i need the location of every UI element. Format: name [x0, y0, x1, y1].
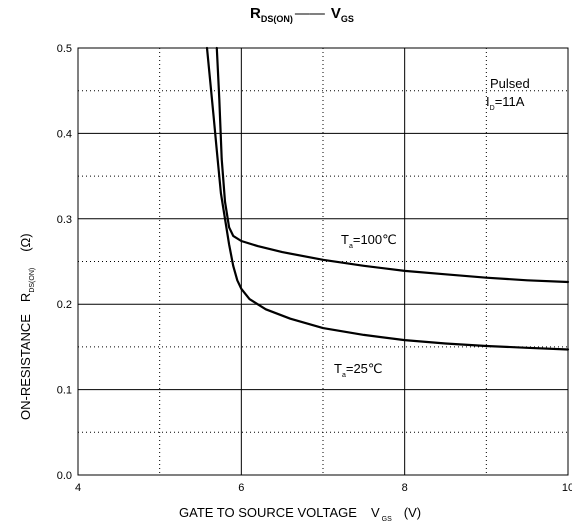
y-axis-label-symbol: R — [18, 293, 33, 302]
y-tick-label: 0.5 — [57, 43, 72, 55]
title-rds-symbol: R — [250, 5, 261, 22]
tick-labels: 4 6 8 10 0.0 0.1 0.2 0.3 0.4 0.5 — [57, 43, 572, 494]
series-label-100c-subscript: a — [349, 243, 353, 250]
series-label-25c-value: =25℃ — [346, 361, 383, 376]
y-tick-label: 0.1 — [57, 385, 72, 397]
annotation-id-symbol: I — [486, 94, 490, 109]
x-axis-label-text: GATE TO SOURCE VOLTAGE — [179, 505, 357, 520]
y-tick-label: 0.2 — [57, 299, 72, 311]
curve-ta-25c — [205, 46, 570, 351]
plot-frame — [77, 47, 569, 476]
series-label-100c-value: =100℃ — [353, 232, 397, 247]
series-label-25c-symbol: T — [334, 361, 342, 376]
series-label-25c-subscript: a — [342, 372, 346, 379]
annotation-id-value: =11A — [495, 94, 525, 109]
y-axis-label-subscript: DS(ON) — [29, 268, 36, 293]
title-rds-subscript: DS(ON) — [261, 14, 293, 24]
series-label-100c-symbol: T — [341, 232, 349, 247]
x-tick-label: 8 — [402, 482, 408, 494]
data-curves — [205, 46, 570, 351]
curve-ta-100c — [215, 46, 570, 284]
x-tick-label: 10 — [562, 482, 572, 494]
y-axis-label: ON-RESISTANCE RDS(ON) (Ω) — [18, 233, 36, 420]
y-axis-label-unit: (Ω) — [18, 233, 33, 251]
x-axis-label-subscript: GS — [382, 516, 392, 523]
title-vgs-subscript: GS — [341, 14, 354, 24]
annotation-pulsed: Pulsed — [490, 76, 530, 91]
y-tick-label: 0.4 — [57, 128, 72, 140]
title-separator: —— — [295, 5, 325, 22]
grid-lines — [78, 48, 568, 475]
y-tick-label: 0.0 — [57, 470, 72, 482]
title-vgs-symbol: V — [331, 5, 341, 22]
y-axis-label-text: ON-RESISTANCE — [18, 314, 33, 420]
x-axis-label-symbol: V — [371, 505, 380, 520]
x-tick-label: 6 — [238, 482, 244, 494]
series-label-100c: Ta=100℃ — [341, 232, 397, 250]
chart-title: RDS(ON) —— VGS — [250, 5, 354, 24]
x-axis-label-unit: (V) — [404, 505, 421, 520]
y-tick-label: 0.3 — [57, 214, 72, 226]
annotation-drain-current: ID=11A — [486, 94, 525, 112]
annotation-id-subscript: D — [490, 105, 495, 112]
x-tick-label: 4 — [75, 482, 81, 494]
x-axis-label: GATE TO SOURCE VOLTAGE V GS (V) — [179, 505, 421, 523]
series-label-25c: Ta=25℃ — [334, 361, 383, 379]
